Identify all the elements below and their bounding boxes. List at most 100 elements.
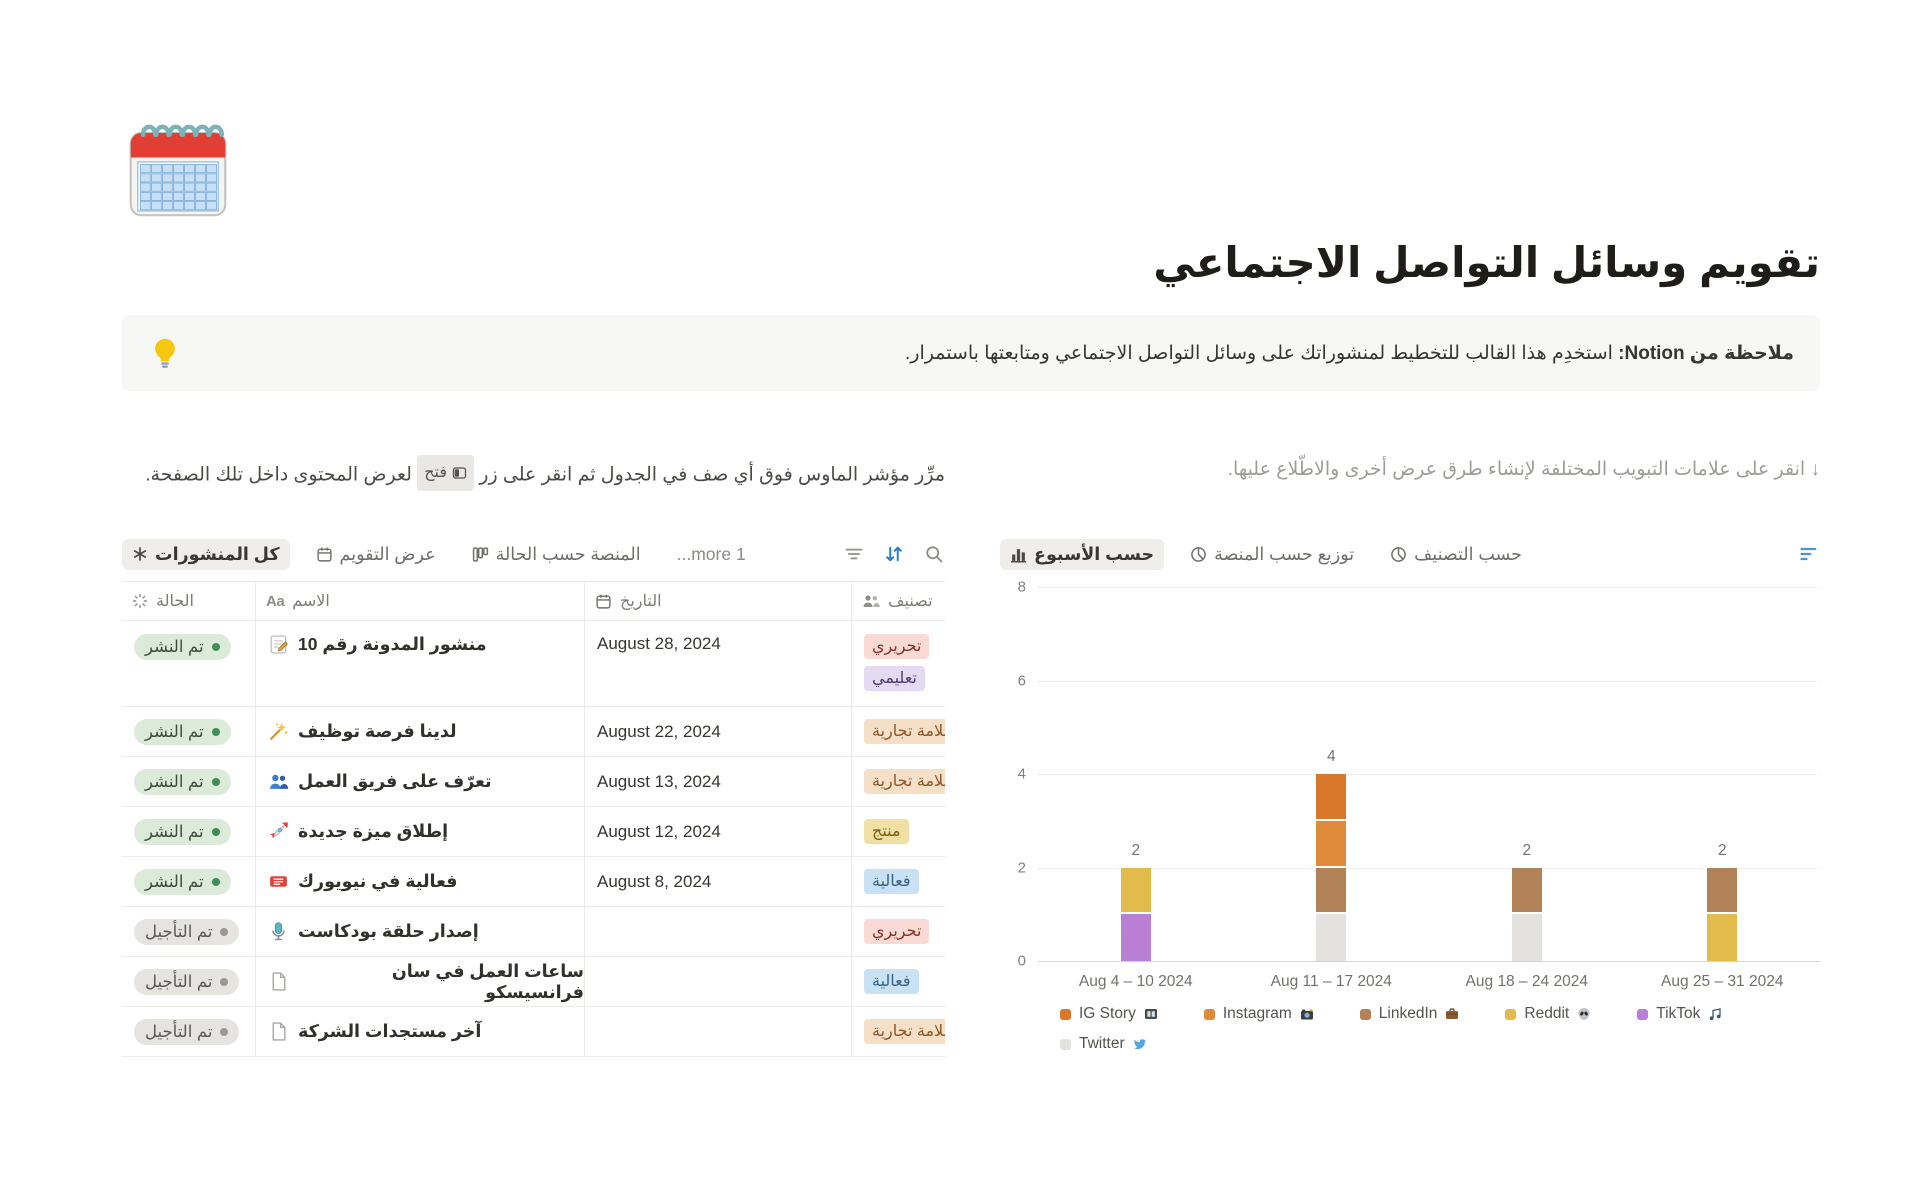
table-row[interactable]: تم التأجيل آخر مستجدات الشركة علامة تجارية <box>122 1007 945 1057</box>
filter-icon <box>844 544 864 564</box>
category-cell[interactable]: تحريري <box>851 907 945 956</box>
search-button[interactable] <box>923 543 945 565</box>
lightbulb-icon <box>148 336 182 370</box>
view-tab[interactable]: حسب الأسبوع <box>1000 538 1165 570</box>
tag-list: فعالية <box>864 869 919 894</box>
view-tab-label: عرض التقويم <box>339 543 436 564</box>
date-cell[interactable]: August 22, 2024 <box>584 707 851 756</box>
category-cell[interactable]: فعالية <box>851 957 945 1006</box>
legend-label: IG Story <box>1079 1005 1136 1022</box>
people-blue-icon <box>268 771 289 792</box>
film-frames-icon <box>1144 1007 1158 1021</box>
starburst-icon <box>132 546 148 562</box>
column-header[interactable]: الحالة <box>122 582 255 620</box>
side-peek-icon <box>452 466 467 480</box>
view-tab[interactable]: كل المنشورات <box>122 538 290 570</box>
view-tab[interactable]: المنصة حسب الحالة <box>462 539 651 570</box>
gridline <box>1038 867 1820 869</box>
status-cell[interactable]: تم التأجيل <box>122 907 255 956</box>
table-row[interactable]: تم النشر منشور المدونة رقم 10 August 28, 2… <box>122 621 945 707</box>
view-tab[interactable]: حسب التصنيف <box>1380 539 1532 570</box>
chart-instruction: ↓ انقر على علامات التبويب المختلفة لإنشا… <box>1227 459 1820 480</box>
category-cell[interactable]: علامة تجارية <box>851 1007 945 1056</box>
posts-table-section: مرِّر مؤشر الماوس فوق أي صف في الجدول ثم… <box>122 455 945 1057</box>
stacked-bar[interactable] <box>1511 867 1542 961</box>
name-cell[interactable]: آخر مستجدات الشركة <box>255 1007 584 1056</box>
column-header[interactable]: Aa الاسم <box>255 582 584 620</box>
table-row[interactable]: تم النشر لدينا فرصة توظيف August 22, 2024 ع… <box>122 707 945 757</box>
wand-icon <box>268 721 289 742</box>
table-row[interactable]: تم النشر إطلاق ميزة جديدة August 12, 2024 م… <box>122 807 945 857</box>
name-cell[interactable]: لدينا فرصة توظيف <box>255 707 584 756</box>
date-cell[interactable]: August 13, 2024 <box>584 757 851 806</box>
name-cell[interactable]: تعرّف على فريق العمل <box>255 757 584 806</box>
bar-segment <box>1316 820 1347 868</box>
microphone-icon <box>268 921 289 942</box>
view-tab[interactable]: عرض التقويم <box>306 539 446 570</box>
date-cell[interactable]: August 8, 2024 <box>584 857 851 906</box>
rocket-icon <box>268 821 289 842</box>
category-tag: فعالية <box>864 869 919 894</box>
status-dot-icon <box>211 777 220 786</box>
notion-page: تقويم وسائل التواصل الاجتماعي ملاحظة من … <box>122 112 1820 1057</box>
legend-item: LinkedIn <box>1359 1005 1460 1023</box>
date-cell[interactable]: August 12, 2024 <box>584 807 851 856</box>
y-axis-tick: 6 <box>1017 672 1026 689</box>
category-cell[interactable]: تحريري تعليمي <box>851 621 945 706</box>
table-instruction: مرِّر مؤشر الماوس فوق أي صف في الجدول ثم… <box>122 455 945 533</box>
post-date: August 22, 2024 <box>597 721 721 741</box>
date-cell[interactable] <box>584 1007 851 1056</box>
table-row[interactable]: تم النشر فعالية في نيويورك August 8, 2024 ف… <box>122 857 945 907</box>
name-cell[interactable]: ساعات العمل في سان فرانسيسكو <box>255 957 584 1006</box>
gridline <box>1038 587 1820 588</box>
category-cell[interactable]: علامة تجارية <box>851 707 945 756</box>
name-cell[interactable]: إصدار حلقة بودكاست <box>255 907 584 956</box>
sort-button[interactable] <box>883 543 905 565</box>
column-header[interactable]: تصنيف <box>851 582 945 620</box>
status-cell[interactable]: تم النشر <box>122 621 255 706</box>
category-cell[interactable]: علامة تجارية <box>851 757 945 806</box>
status-cell[interactable]: تم النشر <box>122 857 255 906</box>
bar-segment <box>1316 867 1347 915</box>
table-row[interactable]: تم النشر تعرّف على فريق العمل August 13, 2… <box>122 757 945 807</box>
name-cell[interactable]: فعالية في نيويورك <box>255 857 584 906</box>
view-tab[interactable]: توزيع حسب المنصة <box>1180 539 1364 570</box>
status-dot-icon <box>211 877 220 886</box>
filter-button[interactable] <box>843 543 865 565</box>
post-date: August 28, 2024 <box>597 634 721 653</box>
status-label: تم النشر <box>145 638 204 656</box>
view-tab-label: حسب الأسبوع <box>1034 543 1155 564</box>
filter-blue-button[interactable] <box>1798 543 1820 565</box>
name-cell[interactable]: إطلاق ميزة جديدة <box>255 807 584 856</box>
gridline <box>1038 774 1820 775</box>
category-cell[interactable]: فعالية <box>851 857 945 906</box>
table-row[interactable]: تم التأجيل إصدار حلقة بودكاست تحريري <box>122 907 945 957</box>
spiral-calendar-icon[interactable] <box>122 112 234 224</box>
post-title: آخر مستجدات الشركة <box>298 1021 482 1041</box>
column-header[interactable]: التاريخ <box>584 582 851 620</box>
post-title: ساعات العمل في سان فرانسيسكو <box>391 960 584 1002</box>
posts-database-table: الحالة Aa الاسم التاريخ تصنيف تم النشر منشور … <box>122 581 945 1057</box>
status-cell[interactable]: تم التأجيل <box>122 957 255 1006</box>
stacked-bar[interactable] <box>1120 867 1151 961</box>
chart-section: ↓ انقر على علامات التبويب المختلفة لإنشا… <box>1000 455 1820 1057</box>
post-date: August 12, 2024 <box>597 821 721 841</box>
status-cell[interactable]: تم النشر <box>122 757 255 806</box>
stacked-bar[interactable] <box>1316 774 1347 961</box>
legend-swatch-icon <box>1060 1038 1071 1050</box>
table-row[interactable]: تم التأجيل ساعات العمل في سان فرانسيسكو فع… <box>122 957 945 1007</box>
status-cell[interactable]: تم النشر <box>122 807 255 856</box>
status-cell[interactable]: تم التأجيل <box>122 1007 255 1056</box>
date-cell[interactable]: August 28, 2024 <box>584 621 851 706</box>
page-icon <box>268 971 289 992</box>
date-cell[interactable] <box>584 957 851 1006</box>
name-cell[interactable]: منشور المدونة رقم 10 <box>255 621 584 706</box>
category-cell[interactable]: منتج <box>851 807 945 856</box>
status-cell[interactable]: تم النشر <box>122 707 255 756</box>
instruction-after: لعرض المحتوى داخل تلك الصفحة. <box>145 464 412 486</box>
column-header-label: الحالة <box>156 593 194 610</box>
date-cell[interactable] <box>584 907 851 956</box>
status-badge: تم النشر <box>134 868 231 895</box>
stacked-bar[interactable] <box>1707 867 1738 961</box>
view-tab[interactable]: 1 more... <box>667 539 756 570</box>
